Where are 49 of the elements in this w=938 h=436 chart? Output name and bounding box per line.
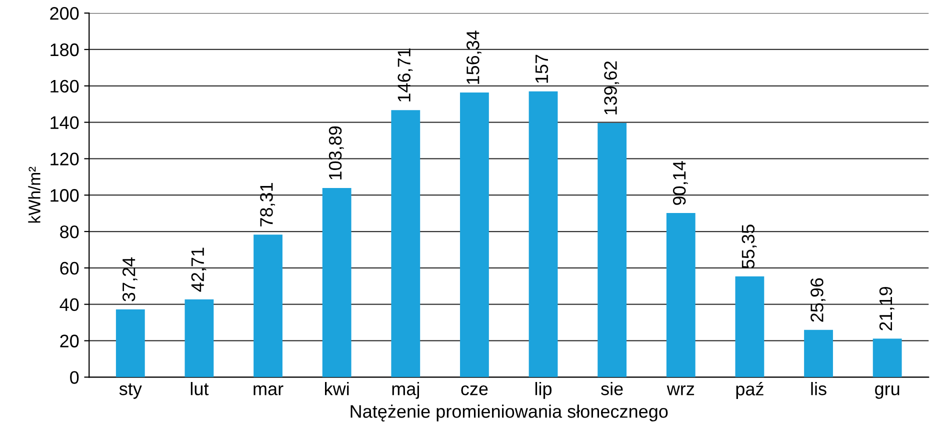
x-tick-label: wrz: [666, 385, 694, 396]
data-label: 103,89: [328, 126, 344, 180]
data-label: 146,71: [398, 48, 413, 102]
data-label: 21,19: [879, 286, 894, 330]
x-tick-label: sie: [601, 382, 623, 396]
y-tick-label: 100: [50, 189, 79, 202]
y-tick-label: 60: [60, 262, 79, 275]
x-tick-label: lis: [811, 382, 826, 396]
bar: [872, 338, 902, 378]
x-tick-label: sty: [119, 383, 142, 399]
data-label: 37,24: [122, 257, 138, 302]
y-tick-label: 200: [50, 7, 79, 20]
y-axis-title: kWh/m²: [28, 166, 40, 223]
data-label: 25,96: [810, 278, 826, 322]
y-tick-label: 0: [70, 371, 79, 384]
y-tick-label: 160: [50, 80, 79, 93]
bar: [184, 299, 214, 378]
x-tick-label: kwi: [325, 382, 349, 396]
y-tick-label: 20: [60, 334, 79, 348]
data-label: 90,14: [672, 161, 688, 205]
data-label: 156,34: [466, 30, 482, 84]
bar: [804, 330, 833, 378]
data-label: 42,71: [191, 248, 206, 292]
bar: [528, 91, 558, 378]
bar: [666, 213, 696, 378]
x-tick-label: cze: [461, 385, 488, 396]
data-label: 139,62: [604, 61, 620, 114]
x-tick-label: lip: [535, 382, 552, 399]
data-label: 157: [536, 54, 548, 83]
y-tick-label: 40: [60, 298, 79, 312]
y-tick-label: 80: [60, 225, 79, 238]
x-tick-label: paź: [736, 382, 764, 400]
x-tick-label: maj: [392, 382, 419, 399]
bar: [391, 110, 420, 378]
data-label: 78,31: [260, 183, 275, 226]
x-tick-label: lut: [190, 382, 209, 396]
bar: [460, 92, 489, 378]
y-tick-label: 140: [50, 116, 79, 130]
bar: [116, 309, 145, 378]
x-tick-label: gru: [875, 385, 900, 399]
y-tick-label: 180: [50, 43, 79, 56]
data-label: 55,35: [742, 224, 757, 268]
x-tick-label: mar: [254, 385, 284, 396]
bar: [598, 122, 627, 378]
bar: [735, 276, 764, 378]
bar: [322, 188, 352, 378]
y-tick-label: 120: [50, 152, 79, 166]
x-axis-title: Natężenie promieniowania słonecznego: [350, 404, 668, 422]
bar: [254, 234, 282, 378]
